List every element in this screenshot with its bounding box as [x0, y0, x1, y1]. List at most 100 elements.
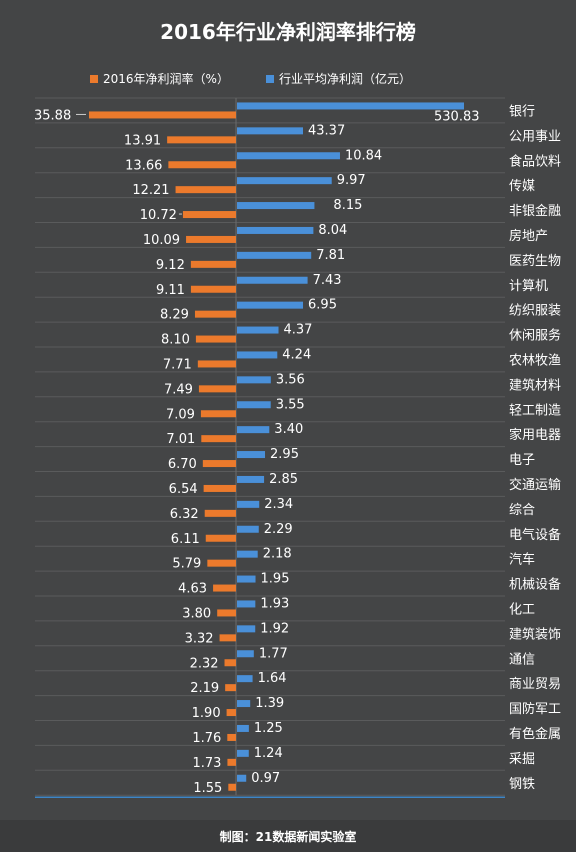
bar-profit-margin: [204, 509, 236, 517]
footer: 制图：21数据新闻实验室: [0, 820, 576, 852]
data-label-profit-margin: 9.11: [156, 283, 185, 298]
data-label-avg-profit: 0.97: [251, 771, 280, 786]
category-label: 交通运输: [509, 477, 561, 493]
data-label-profit-margin: 4.63: [178, 582, 207, 597]
bar-avg-profit: [237, 550, 258, 558]
category-label: 通信: [509, 652, 535, 667]
data-label-profit-margin: 7.01: [166, 432, 195, 447]
bar-profit-margin: [205, 534, 236, 542]
data-label-avg-profit: 1.77: [259, 646, 288, 661]
data-label-avg-profit: 2.18: [263, 547, 292, 562]
data-label-avg-profit: 6.95: [308, 298, 337, 313]
data-label-profit-margin: 1.76: [192, 731, 221, 746]
bar-avg-profit: [237, 426, 270, 434]
bar-avg-profit: [237, 326, 279, 334]
legend-item-avg-profit: 行业平均净利润（亿元）: [266, 70, 411, 87]
data-label-avg-profit: 43.37: [308, 123, 345, 138]
category-label: 轻工制造: [509, 403, 561, 418]
category-label: 国防军工: [509, 701, 561, 717]
data-label-profit-margin: 2.32: [190, 656, 219, 671]
category-label: 传媒: [509, 179, 535, 194]
bar-profit-margin: [219, 634, 236, 642]
bar-profit-margin: [190, 285, 236, 293]
footer-credit: 制图：21数据新闻实验室: [219, 830, 357, 844]
bar-avg-profit: [237, 202, 315, 210]
category-label: 计算机: [509, 279, 548, 294]
data-label-profit-margin: 6.70: [168, 457, 197, 472]
data-label-profit-margin: 5.79: [172, 557, 201, 572]
data-label-profit-margin: 3.32: [185, 631, 214, 646]
bar-avg-profit: [237, 575, 256, 583]
bar-avg-profit: [237, 774, 247, 782]
data-label-avg-profit: 1.95: [261, 572, 290, 587]
data-label-avg-profit: 2.34: [264, 497, 293, 512]
bar-avg-profit: [237, 351, 278, 359]
bar-profit-margin: [194, 310, 236, 318]
bar-profit-margin: [197, 360, 236, 368]
bar-avg-profit: [237, 749, 249, 757]
bar-avg-profit: [237, 152, 340, 160]
bar-avg-profit: [237, 600, 256, 608]
category-label: 商业贸易: [509, 677, 561, 692]
bar-profit-margin: [182, 211, 236, 219]
category-label: 有色金属: [509, 726, 561, 742]
data-label-profit-margin: 2.19: [190, 681, 219, 696]
data-label-avg-profit: 4.24: [282, 347, 311, 362]
category-label: 钢铁: [509, 777, 535, 792]
bar-profit-margin: [200, 410, 236, 418]
data-label-avg-profit: 7.81: [316, 248, 345, 263]
data-label-avg-profit: 1.64: [258, 671, 287, 686]
data-label-avg-profit: 3.56: [276, 372, 305, 387]
bar-profit-margin: [226, 709, 236, 717]
bar-profit-margin: [227, 733, 236, 741]
data-label-avg-profit: 2.95: [270, 447, 299, 462]
category-label: 农林牧渔: [509, 353, 561, 368]
data-label-avg-profit: 3.55: [276, 397, 305, 412]
legend-item-profit-margin: 2016年净利润率（%）: [90, 70, 229, 87]
bar-avg-profit: [237, 525, 259, 533]
bar-profit-margin: [201, 435, 236, 443]
bar-profit-margin: [198, 385, 236, 393]
data-label-avg-profit: 8.15: [333, 198, 362, 213]
bar-avg-profit: [237, 475, 265, 483]
category-label: 食品饮料: [509, 153, 561, 169]
category-label: 电气设备: [509, 527, 561, 543]
data-label-profit-margin: 3.80: [182, 606, 211, 621]
bar-profit-margin: [207, 559, 236, 567]
bar-avg-profit: [237, 675, 253, 683]
chart-title: 2016年行业净利润率排行榜: [160, 20, 416, 44]
data-label-avg-profit: 2.29: [264, 522, 293, 537]
data-label-profit-margin: 1.73: [192, 756, 221, 771]
bar-avg-profit: [237, 102, 464, 110]
data-label-profit-margin: 1.55: [193, 781, 222, 796]
bar-avg-profit: [237, 700, 251, 708]
data-label-profit-margin: 10.72: [140, 208, 177, 223]
category-label: 非银金融: [509, 203, 561, 219]
category-label: 银行: [509, 104, 535, 119]
data-label-profit-margin: 7.49: [164, 382, 193, 397]
category-label: 房地产: [509, 228, 548, 244]
data-label-profit-margin: 1.90: [192, 706, 221, 721]
data-label-avg-profit: 1.24: [254, 746, 283, 761]
bar-avg-profit: [237, 650, 254, 658]
data-label-avg-profit: 10.84: [345, 148, 382, 163]
category-label: 化工: [509, 602, 535, 617]
data-label-profit-margin: 8.10: [161, 333, 190, 348]
category-label: 公用事业: [509, 129, 561, 144]
bar-profit-margin: [175, 186, 236, 194]
data-label-profit-margin: 10.09: [143, 233, 180, 248]
category-label: 纺织服装: [509, 304, 561, 319]
bar-chart: 35.88 530.83 银行 13.91 43.37 公用事业 13.66 10.84 食品饮…: [34, 97, 561, 798]
bar-avg-profit: [237, 127, 303, 135]
bar-profit-margin: [167, 136, 236, 144]
bar-profit-margin: [168, 161, 236, 169]
bar-avg-profit: [237, 226, 314, 234]
data-label-profit-margin: 13.91: [124, 133, 161, 148]
bar-profit-margin: [195, 335, 236, 343]
bar-avg-profit: [237, 276, 308, 284]
data-label-avg-profit: 530.83: [434, 109, 480, 124]
bar-profit-margin: [227, 758, 236, 766]
data-label-avg-profit: 3.40: [274, 422, 303, 437]
bar-profit-margin: [217, 609, 236, 617]
bar-profit-margin: [203, 484, 236, 492]
